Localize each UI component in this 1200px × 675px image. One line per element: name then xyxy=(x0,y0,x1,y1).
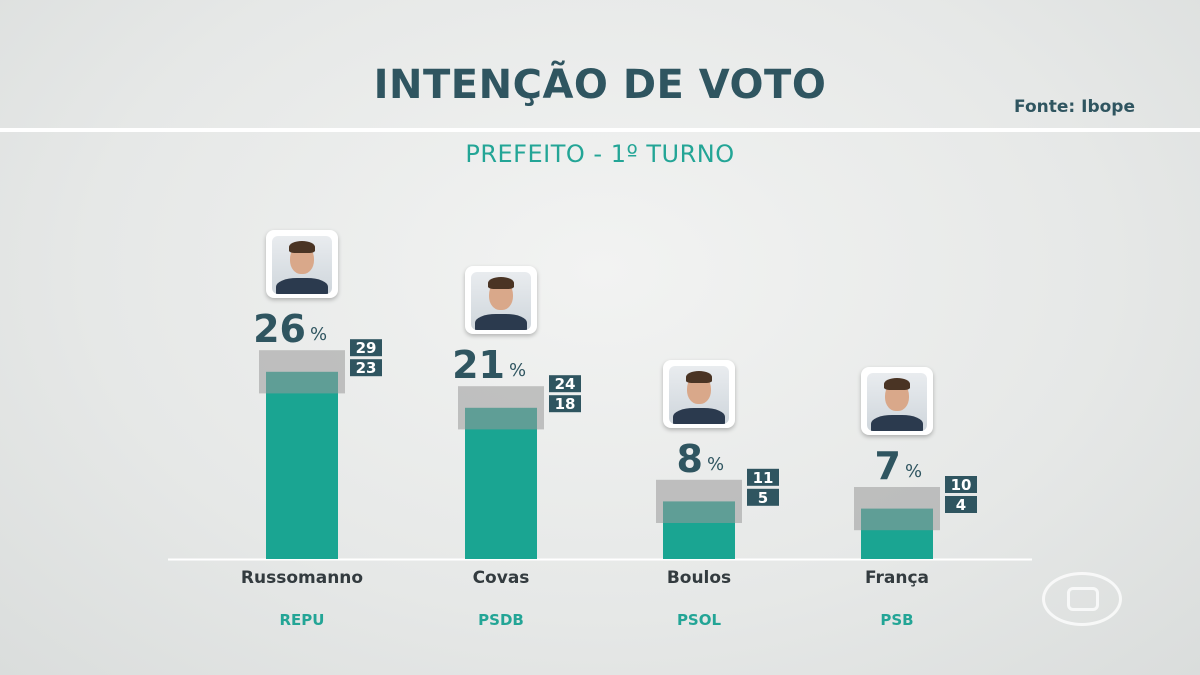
margin-band-boulos xyxy=(656,479,742,523)
upper-range-box xyxy=(549,375,581,393)
party-label: PSOL xyxy=(677,611,722,629)
lower-range-label: 18 xyxy=(555,395,576,413)
header-divider xyxy=(0,128,1200,132)
bar-russomanno xyxy=(266,371,338,559)
percent-sign: % xyxy=(707,454,724,475)
broadcaster-logo xyxy=(1042,572,1122,626)
upper-range-box xyxy=(350,339,382,357)
party-label: PSDB xyxy=(478,611,524,629)
chart-subtitle: PREFEITO - 1º TURNO xyxy=(465,140,735,168)
lower-range-box xyxy=(350,359,382,377)
upper-range-box xyxy=(945,476,977,493)
percent-sign: % xyxy=(509,360,526,381)
percent-sign: % xyxy=(310,324,327,345)
percent-sign: % xyxy=(905,461,922,482)
upper-range-box xyxy=(747,468,779,486)
category-label: Russomanno xyxy=(241,568,363,588)
upper-range-label: 10 xyxy=(951,476,972,494)
candidate-photo-icon xyxy=(663,359,735,428)
party-label: REPU xyxy=(280,611,325,629)
candidate-photo-icon xyxy=(861,367,933,435)
bar-covas xyxy=(465,407,537,559)
page-title: INTENÇÃO DE VOTO xyxy=(373,62,827,108)
upper-range-label: 24 xyxy=(555,375,576,393)
person-silhouette-icon xyxy=(272,236,332,295)
candidate-photo-icon xyxy=(266,230,338,299)
lower-range-label: 23 xyxy=(356,359,377,377)
person-silhouette-icon xyxy=(867,373,927,431)
margin-band-frança xyxy=(854,487,940,531)
lower-range-box xyxy=(945,496,977,513)
upper-range-label: 11 xyxy=(753,469,774,487)
margin-band-covas xyxy=(458,386,544,430)
value-label: 8 xyxy=(677,437,703,481)
person-silhouette-icon xyxy=(471,272,531,331)
category-label: Covas xyxy=(473,568,530,588)
lower-range-box xyxy=(549,395,581,413)
value-label: 26 xyxy=(253,307,306,351)
value-label: 21 xyxy=(452,343,505,387)
party-label: PSB xyxy=(880,611,913,629)
margin-band-russomanno xyxy=(259,350,345,394)
lower-range-label: 5 xyxy=(758,489,768,507)
person-silhouette-icon xyxy=(669,365,729,424)
lower-range-box xyxy=(747,488,779,506)
category-label: Boulos xyxy=(667,568,731,588)
upper-range-label: 29 xyxy=(356,339,377,357)
candidate-photo-icon xyxy=(465,266,537,335)
source-label: Fonte: Ibope xyxy=(1014,97,1135,117)
lower-range-label: 4 xyxy=(956,496,966,514)
value-label: 7 xyxy=(875,444,901,488)
category-label: França xyxy=(865,568,929,588)
